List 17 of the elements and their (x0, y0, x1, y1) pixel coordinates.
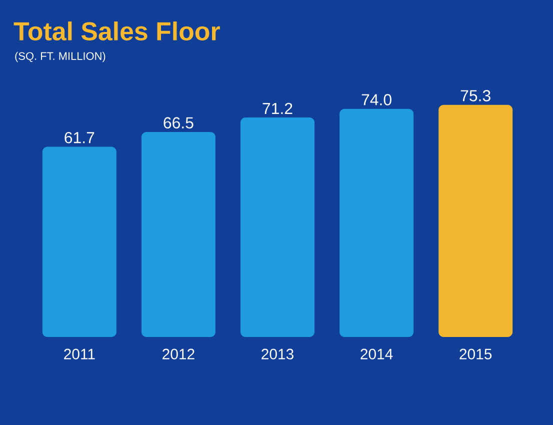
data-label: 66.5 (164, 117, 194, 128)
chart-title: Total Sales Floor (14, 21, 220, 41)
x-tick-label: 2014 (360, 348, 393, 360)
bar (340, 108, 414, 337)
data-label: 61.7 (64, 132, 94, 144)
data-label: 74.0 (362, 94, 392, 106)
x-tick-label: 2012 (162, 348, 194, 360)
data-label: 75.3 (460, 90, 490, 102)
bar (240, 117, 315, 337)
bar (42, 146, 116, 337)
x-tick-label: 2013 (262, 348, 294, 360)
chart-subtitle: (SQ. FT. MILLION) (15, 52, 106, 62)
data-label: 71.2 (262, 102, 292, 114)
x-tick-label: 2011 (64, 348, 95, 360)
x-tick-label: 2015 (460, 348, 492, 360)
bar (141, 132, 216, 337)
bar (438, 104, 513, 337)
